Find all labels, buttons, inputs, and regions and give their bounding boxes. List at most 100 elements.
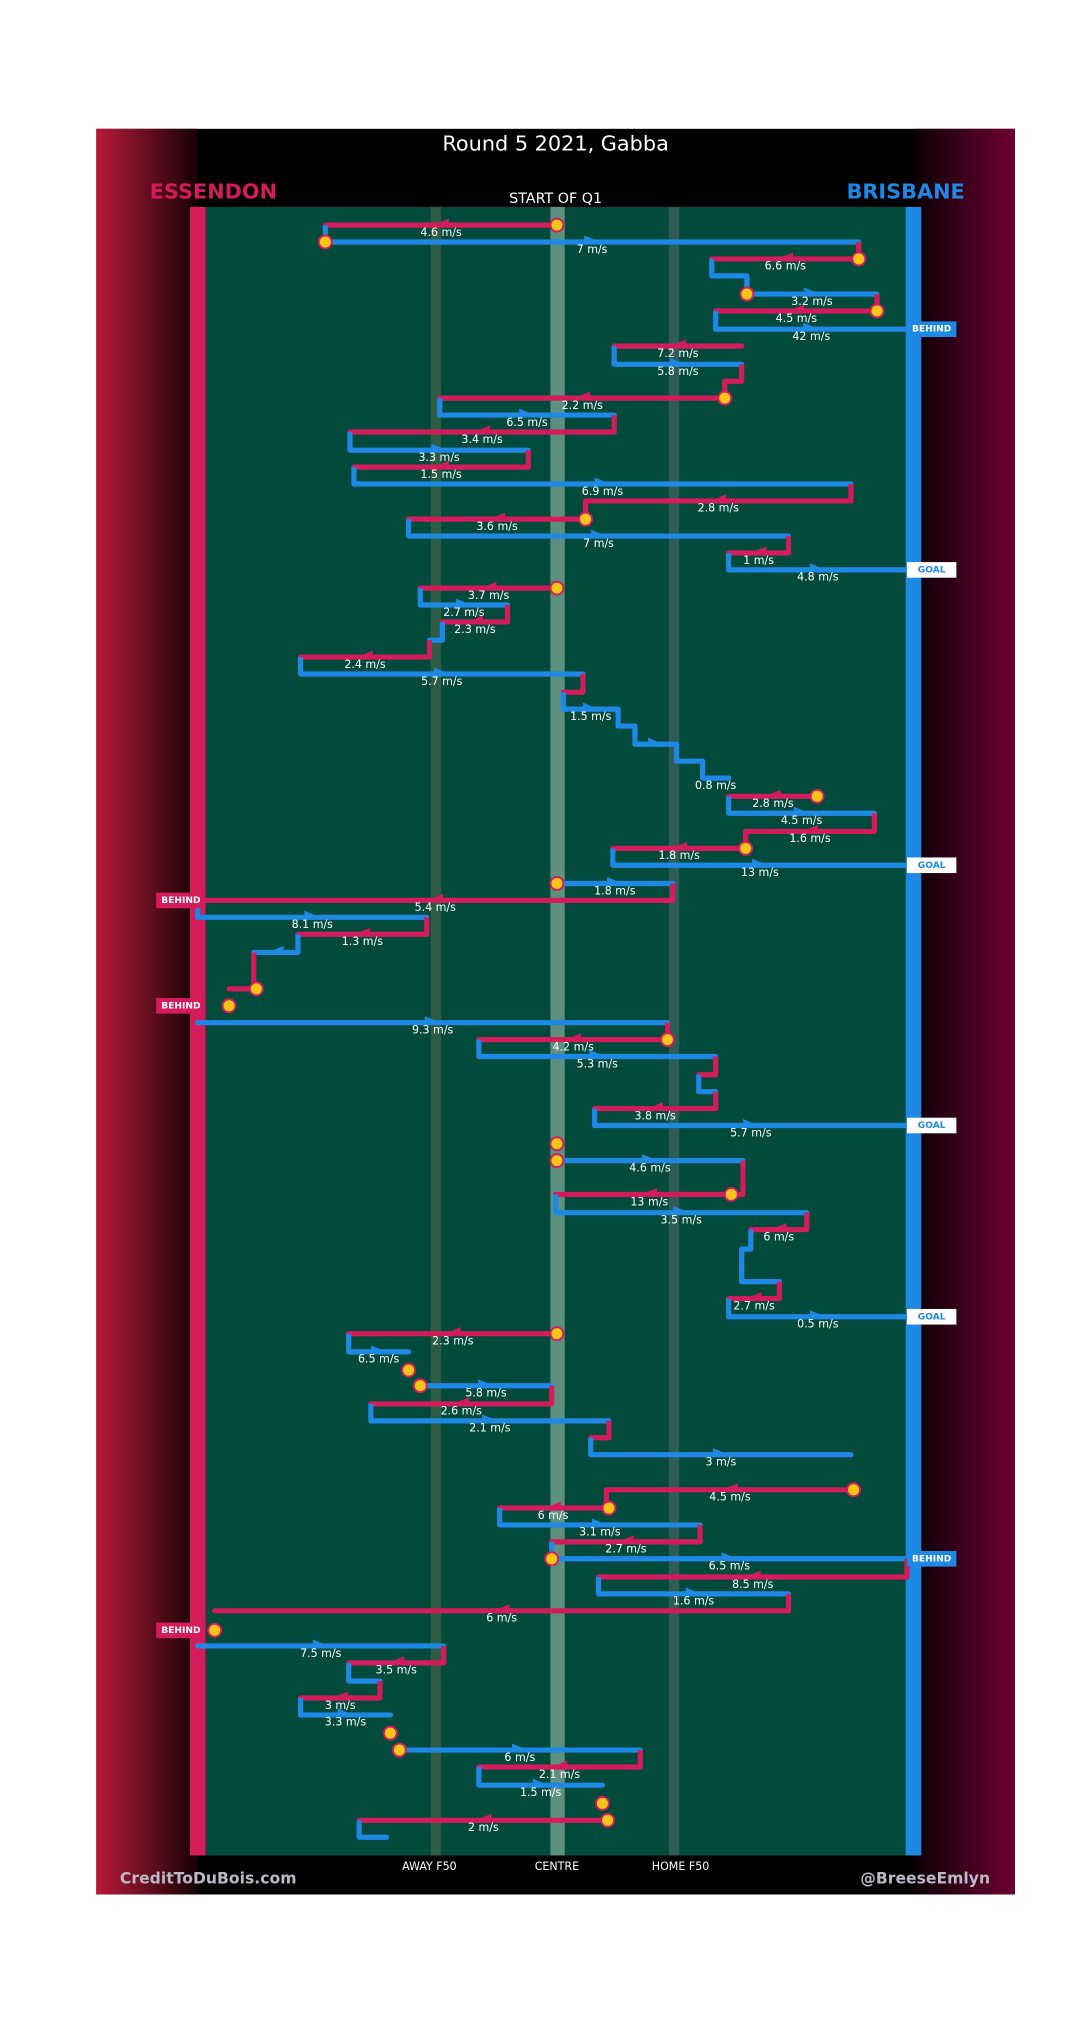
outcome-label: GOAL	[918, 1312, 946, 1322]
stoppage-marker	[549, 875, 565, 891]
speed-label: 3.3 m/s	[418, 451, 460, 464]
speed-label: 5.7 m/s	[730, 1126, 772, 1139]
period: START OF Q1	[509, 191, 602, 207]
direction-arrow	[332, 1691, 349, 1699]
direction-arrow	[551, 1760, 568, 1767]
speed-label: 6.5 m/s	[506, 416, 548, 429]
direction-arrow	[671, 841, 688, 849]
speed-label: 6 m/s	[763, 1230, 794, 1243]
stoppage-marker	[578, 511, 594, 527]
outcome-box	[156, 892, 206, 909]
speed-label: 5.8 m/s	[657, 365, 699, 378]
speed-label: 2.2 m/s	[562, 399, 604, 412]
speed-label: 13 m/s	[741, 866, 779, 879]
speed-label: 2.7 m/s	[443, 606, 485, 619]
stoppage-marker	[221, 998, 237, 1014]
stoppage-marker	[739, 286, 755, 302]
home-goal-line	[905, 206, 922, 1856]
speed-label: 0.5 m/s	[797, 1318, 839, 1331]
speed-label: 2.4 m/s	[344, 658, 386, 671]
speed-label: 2.6 m/s	[441, 1405, 483, 1418]
direction-arrow	[803, 322, 820, 330]
direction-arrow	[482, 1414, 498, 1421]
stoppage-marker	[600, 1812, 616, 1828]
speed-label: 4.5 m/s	[776, 312, 818, 325]
direction-arrow	[445, 1327, 461, 1334]
home-team: BRISBANE	[847, 180, 965, 204]
axis-label: AWAY F50	[402, 1860, 457, 1873]
direction-arrow	[519, 408, 535, 416]
outcome-label: GOAL	[918, 861, 946, 871]
speed-label: 4.5 m/s	[709, 1491, 751, 1504]
direction-arrow	[478, 1379, 494, 1386]
direction-arrow	[589, 1050, 606, 1057]
speed-label: 5.3 m/s	[577, 1057, 619, 1070]
speed-label: 6.9 m/s	[582, 485, 624, 498]
speed-label: 9.3 m/s	[412, 1024, 454, 1037]
direction-arrow	[804, 287, 820, 295]
direction-arrow	[489, 512, 505, 520]
credit: @BreeseEmlyn	[860, 1869, 990, 1887]
speed-label: 6.6 m/s	[765, 260, 807, 273]
speed-label: 3.8 m/s	[634, 1109, 676, 1122]
stoppage-marker	[601, 1500, 617, 1516]
speed-label: 4.8 m/s	[797, 571, 839, 584]
away-f50-line	[430, 206, 442, 1856]
outcome-box	[906, 562, 957, 578]
speed-label: 4.6 m/s	[629, 1161, 671, 1174]
outcome-label: GOAL	[918, 565, 946, 575]
speed-label: 4.6 m/s	[420, 226, 462, 239]
direction-arrow	[777, 252, 794, 259]
speed-label: 4.5 m/s	[781, 814, 823, 827]
direction-arrow	[802, 824, 818, 832]
direction-arrow	[493, 1604, 510, 1611]
speed-label: 2.3 m/s	[454, 623, 496, 636]
direction-arrow	[594, 477, 611, 485]
speed-label: 3 m/s	[705, 1455, 736, 1468]
title: Round 5 2021, Gabba	[442, 131, 668, 155]
stoppage-marker	[412, 1378, 428, 1394]
direction-arrow	[641, 1187, 658, 1195]
direction-arrow	[793, 806, 810, 814]
axis-label: CENTRE	[535, 1860, 579, 1873]
stoppage-marker	[809, 788, 825, 804]
direction-arrow	[810, 1310, 826, 1317]
outcome-box	[906, 857, 957, 874]
speed-label: 5.7 m/s	[421, 675, 463, 688]
direction-arrow	[722, 1483, 738, 1490]
speed-label: 2 m/s	[468, 1821, 499, 1834]
speed-label: 5.8 m/s	[465, 1387, 507, 1400]
speed-label: 3.5 m/s	[661, 1213, 703, 1226]
speed-label: 1.5 m/s	[570, 710, 612, 723]
outcome-label: BEHIND	[912, 1554, 952, 1564]
outcome-label: BEHIND	[161, 1001, 201, 1011]
speed-label: 1.3 m/s	[342, 935, 384, 948]
stoppage-marker	[549, 217, 565, 233]
speed-label: 6.5 m/s	[358, 1353, 400, 1366]
speed-label: 3.2 m/s	[791, 295, 833, 308]
speed-label: 2.1 m/s	[539, 1768, 581, 1781]
speed-label: 2.7 m/s	[605, 1543, 647, 1556]
stoppage-marker	[738, 840, 754, 856]
speed-label: 0.8 m/s	[695, 779, 737, 792]
speed-label: 2.1 m/s	[469, 1422, 511, 1435]
away-goal-line	[189, 206, 206, 1856]
speed-label: 3 m/s	[325, 1699, 356, 1712]
speed-label: 1.6 m/s	[789, 832, 831, 845]
direction-arrow	[670, 357, 686, 365]
stoppage-marker	[851, 251, 867, 267]
axis-label: HOME F50	[652, 1860, 709, 1873]
direction-arrow	[670, 339, 686, 347]
outcome-label: GOAL	[918, 1121, 946, 1131]
direction-arrow	[770, 1223, 787, 1230]
direction-arrow	[565, 1033, 581, 1040]
stoppage-marker	[317, 234, 333, 250]
direction-arrow	[545, 1501, 561, 1509]
outcome-box	[906, 1117, 957, 1134]
direction-arrow	[582, 702, 599, 710]
speed-label: 1 m/s	[743, 554, 774, 567]
speed-label: 6 m/s	[538, 1509, 569, 1522]
stoppage-marker	[549, 1153, 565, 1169]
